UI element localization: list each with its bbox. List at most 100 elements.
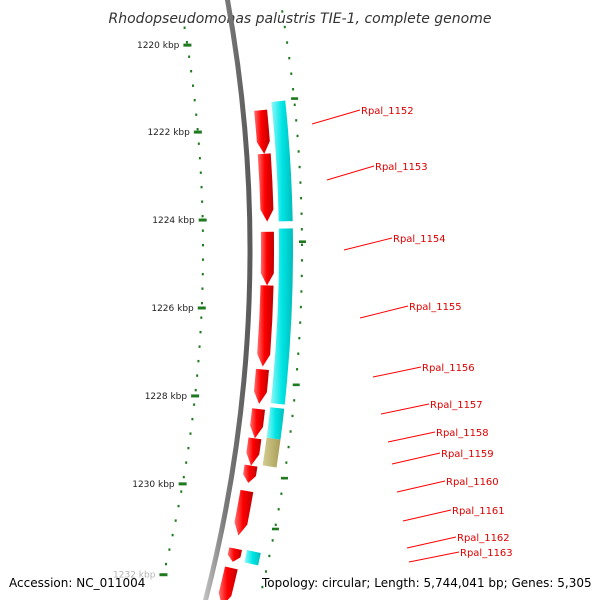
outer-tick-dot [300, 259, 303, 262]
misc-feature-block[interactable] [262, 437, 281, 468]
gene-label[interactable]: Rpal_1154 [393, 234, 446, 245]
gene-label[interactable]: Rpal_1153 [375, 162, 428, 173]
outer-tick-dot [300, 196, 303, 200]
inner-tick-dot [168, 548, 171, 551]
gene-label[interactable]: Rpal_1158 [436, 428, 489, 439]
inner-tick-dot [201, 200, 204, 203]
inner-tick-dot [188, 55, 191, 58]
outer-tick-dot [280, 492, 283, 495]
cds-arrow[interactable] [257, 285, 274, 367]
inner-tick-dot [185, 41, 188, 44]
inner-tick-dot [190, 70, 193, 73]
gene-labels: Rpal_1152 Rpal_1153 Rpal_1154 Rpal_1155 Rpal… [311, 106, 513, 563]
cds-arrow[interactable] [243, 464, 258, 483]
outer-tick-dot [297, 352, 300, 355]
inner-tick-dot [182, 475, 185, 479]
cds-arrow[interactable] [260, 231, 275, 286]
outer-tick-dot [271, 539, 274, 542]
gene-label[interactable]: Rpal_1152 [361, 106, 414, 117]
scale-tick-mark [183, 43, 192, 47]
inner-tick-dot [183, 26, 186, 29]
scale-tick-mark [197, 306, 206, 310]
cds-arrow[interactable] [234, 489, 254, 536]
outer-tick-dot [268, 554, 271, 558]
scale-tick-mark [198, 218, 207, 222]
outer-tick-dot [274, 523, 277, 527]
outer-tick-dot [261, 585, 264, 589]
outer-tick-dot [298, 165, 301, 169]
inner-tick-dot [191, 417, 194, 421]
inner-tick-dot [199, 171, 202, 174]
inner-tick-dot [197, 359, 200, 363]
outer-tick-dot [291, 414, 294, 418]
rna-block[interactable] [271, 100, 293, 222]
outer-tick-dot [281, 10, 284, 13]
gene-label[interactable]: Rpal_1161 [452, 506, 505, 517]
outer-tick-dot [277, 508, 280, 511]
inner-tick-dot [193, 99, 196, 102]
inner-tick-dot [201, 214, 204, 218]
outer-major-tick [271, 527, 279, 531]
outer-tick-dot [293, 399, 296, 402]
inner-tick-dot [197, 142, 200, 145]
outer-tick-dot [300, 274, 303, 278]
tick-dots [165, 10, 306, 589]
scale-tick-label: 1224 kbp [152, 216, 195, 226]
inner-tick-dot [201, 258, 204, 261]
scale-tick-mark [159, 573, 168, 577]
gene-leader-line [380, 403, 430, 415]
cds-arrow[interactable] [254, 109, 270, 154]
map-title: Rhodopseudomonas palustris TIE-1, comple… [109, 11, 492, 27]
cds-arrow[interactable] [257, 153, 274, 222]
scale-tick-mark [178, 482, 187, 486]
inner-tick-dot [201, 243, 204, 247]
outer-tick-dot [300, 290, 303, 293]
rna-block[interactable] [266, 407, 285, 440]
outer-tick-dot [293, 103, 296, 106]
inner-tick-dot [174, 519, 177, 522]
inner-tick-dot [200, 301, 203, 305]
gene-label[interactable]: Rpal_1156 [422, 363, 475, 374]
outer-tick-dot [299, 305, 302, 309]
accession-text: Accession: NC_011004 [9, 576, 145, 590]
gene-label[interactable]: Rpal_1159 [441, 449, 494, 460]
cds-arrow[interactable] [227, 547, 243, 562]
rna-block[interactable] [244, 550, 261, 566]
cds-arrow[interactable] [253, 368, 269, 404]
scale-tick-mark [191, 394, 200, 398]
inner-tick-dot [189, 432, 192, 435]
inner-tick-dot [201, 287, 204, 290]
inner-tick-dot [165, 562, 168, 566]
feature-track [218, 100, 294, 600]
inner-tick-dot [187, 446, 190, 450]
outer-major-tick [280, 476, 288, 480]
inner-tick-dot [198, 156, 201, 160]
gene-label[interactable]: Rpal_1163 [460, 548, 513, 559]
gene-leader-line [326, 165, 375, 181]
inner-tick-dot [171, 533, 174, 537]
gene-leader-line [387, 431, 436, 443]
scale-tick-label: 1230 kbp [132, 480, 175, 490]
gene-label[interactable]: Rpal_1160 [446, 477, 499, 488]
outer-tick-dot [295, 119, 298, 122]
gene-label[interactable]: Rpal_1157 [430, 400, 483, 411]
cds-arrow[interactable] [246, 437, 262, 466]
outer-major-tick [292, 383, 300, 387]
inner-tick-dot [199, 330, 202, 334]
scale-tick-label: 1220 kbp [137, 41, 180, 51]
cds-arrow[interactable] [250, 408, 266, 439]
gene-leader-line [408, 551, 460, 563]
inner-tick-dot [200, 316, 203, 319]
gene-leader-line [359, 305, 409, 319]
outer-tick-dot [299, 321, 302, 324]
rna-block[interactable] [270, 228, 294, 405]
cds-arrow[interactable] [218, 566, 238, 600]
inner-tick-dot [194, 388, 197, 392]
gene-label[interactable]: Rpal_1155 [409, 302, 462, 313]
outer-major-tick [291, 97, 299, 100]
outer-tick-dot [285, 461, 288, 464]
scale-tick-label: 1226 kbp [151, 304, 194, 314]
outer-tick-dot [292, 88, 295, 91]
gene-label[interactable]: Rpal_1162 [457, 533, 510, 544]
